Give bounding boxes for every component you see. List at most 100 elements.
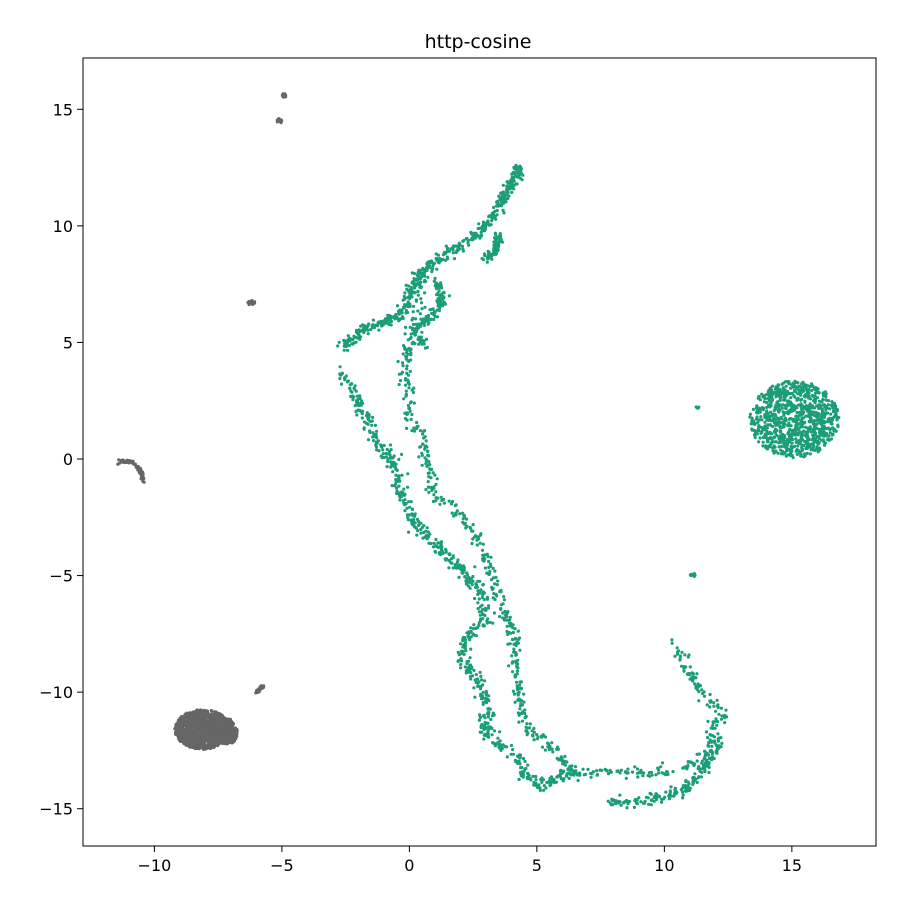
scatter-point: [773, 417, 777, 421]
scatter-point: [444, 258, 448, 262]
scatter-point: [769, 404, 773, 408]
scatter-point: [417, 520, 421, 524]
scatter-point: [442, 296, 446, 300]
scatter-point: [809, 416, 813, 420]
scatter-point: [389, 323, 393, 327]
scatter-point: [805, 409, 810, 413]
scatter-point: [480, 608, 484, 612]
scatter-point: [431, 499, 435, 504]
scatter-point: [781, 421, 786, 425]
scatter-point: [786, 423, 790, 428]
scatter-point: [724, 708, 728, 712]
scatter-point: [478, 613, 482, 617]
scatter-point: [338, 365, 342, 369]
scatter-point: [512, 175, 516, 179]
scatter-point: [420, 451, 424, 455]
scatter-point: [526, 763, 530, 767]
scatter-point: [426, 471, 430, 475]
scatter-point: [404, 389, 408, 393]
scatter-point: [204, 724, 208, 729]
scatter-point: [427, 541, 431, 545]
scatter-point: [678, 658, 682, 662]
scatter-point: [763, 413, 767, 417]
scatter-point: [491, 621, 495, 625]
scatter-point: [781, 389, 785, 393]
scatter-point: [436, 496, 440, 500]
scatter-point: [220, 734, 224, 739]
scatter-point: [408, 325, 412, 329]
scatter-point: [784, 384, 788, 388]
scatter-point: [411, 340, 415, 344]
scatter-point: [395, 486, 399, 490]
scatter-point: [370, 326, 374, 330]
scatter-point: [710, 744, 714, 748]
scatter-point: [457, 653, 461, 657]
scatter-point: [367, 415, 371, 419]
scatter-point: [419, 445, 423, 449]
scatter-point: [196, 736, 201, 740]
scatter-point: [517, 777, 521, 782]
scatter-point: [806, 404, 811, 408]
y-tick-label: 5: [63, 333, 73, 352]
scatter-point: [404, 392, 408, 396]
scatter-point: [225, 742, 229, 746]
scatter-point: [427, 463, 431, 467]
scatter-point: [189, 721, 193, 725]
scatter-point: [362, 426, 366, 430]
scatter-point: [512, 647, 516, 651]
scatter-point: [451, 554, 455, 558]
scatter-point: [191, 743, 195, 747]
scatter-point: [223, 719, 227, 723]
scatter-point: [820, 425, 825, 429]
scatter-point: [400, 452, 404, 456]
scatter-point: [635, 771, 640, 775]
scatter-point: [474, 585, 478, 590]
scatter-point: [442, 251, 447, 255]
scatter-point: [523, 767, 527, 771]
scatter-point: [403, 325, 408, 329]
scatter-point: [385, 465, 389, 469]
scatter-point: [433, 473, 437, 477]
scatter-point: [714, 717, 718, 721]
scatter-point: [199, 708, 203, 712]
scatter-point: [419, 322, 423, 326]
scatter-point: [506, 642, 510, 646]
scatter-point: [480, 730, 484, 734]
scatter-point: [690, 671, 694, 675]
scatter-point: [818, 432, 822, 436]
scatter-point: [460, 652, 464, 656]
scatter-point: [461, 571, 465, 575]
scatter-point: [492, 611, 496, 615]
scatter-point: [568, 764, 572, 769]
scatter-point: [812, 422, 816, 426]
scatter-point: [468, 670, 472, 674]
scatter-point: [377, 449, 381, 453]
scatter-point: [707, 744, 711, 748]
scatter-point: [595, 769, 599, 773]
scatter-point: [452, 257, 457, 261]
scatter-point: [652, 794, 657, 799]
scatter-point: [636, 775, 640, 779]
scatter-point: [482, 737, 486, 741]
scatter-point: [495, 213, 499, 217]
scatter-point: [379, 443, 383, 447]
scatter-point: [481, 553, 485, 557]
scatter-point: [488, 569, 492, 573]
scatter-point: [820, 400, 824, 404]
scatter-point: [116, 462, 120, 466]
scatter-point: [433, 284, 437, 288]
scatter-point: [529, 778, 533, 782]
scatter-point: [395, 491, 399, 496]
scatter-point: [824, 398, 829, 402]
scatter-point: [348, 339, 352, 343]
scatter-point: [497, 244, 501, 248]
scatter-point: [715, 698, 719, 703]
scatter-point: [477, 621, 481, 625]
scatter-point: [471, 523, 475, 527]
scatter-point: [512, 642, 516, 646]
scatter-point: [359, 335, 363, 339]
scatter-point: [791, 456, 795, 460]
scatter-point: [761, 406, 765, 410]
scatter-point: [817, 448, 821, 452]
scatter-point: [403, 297, 407, 301]
